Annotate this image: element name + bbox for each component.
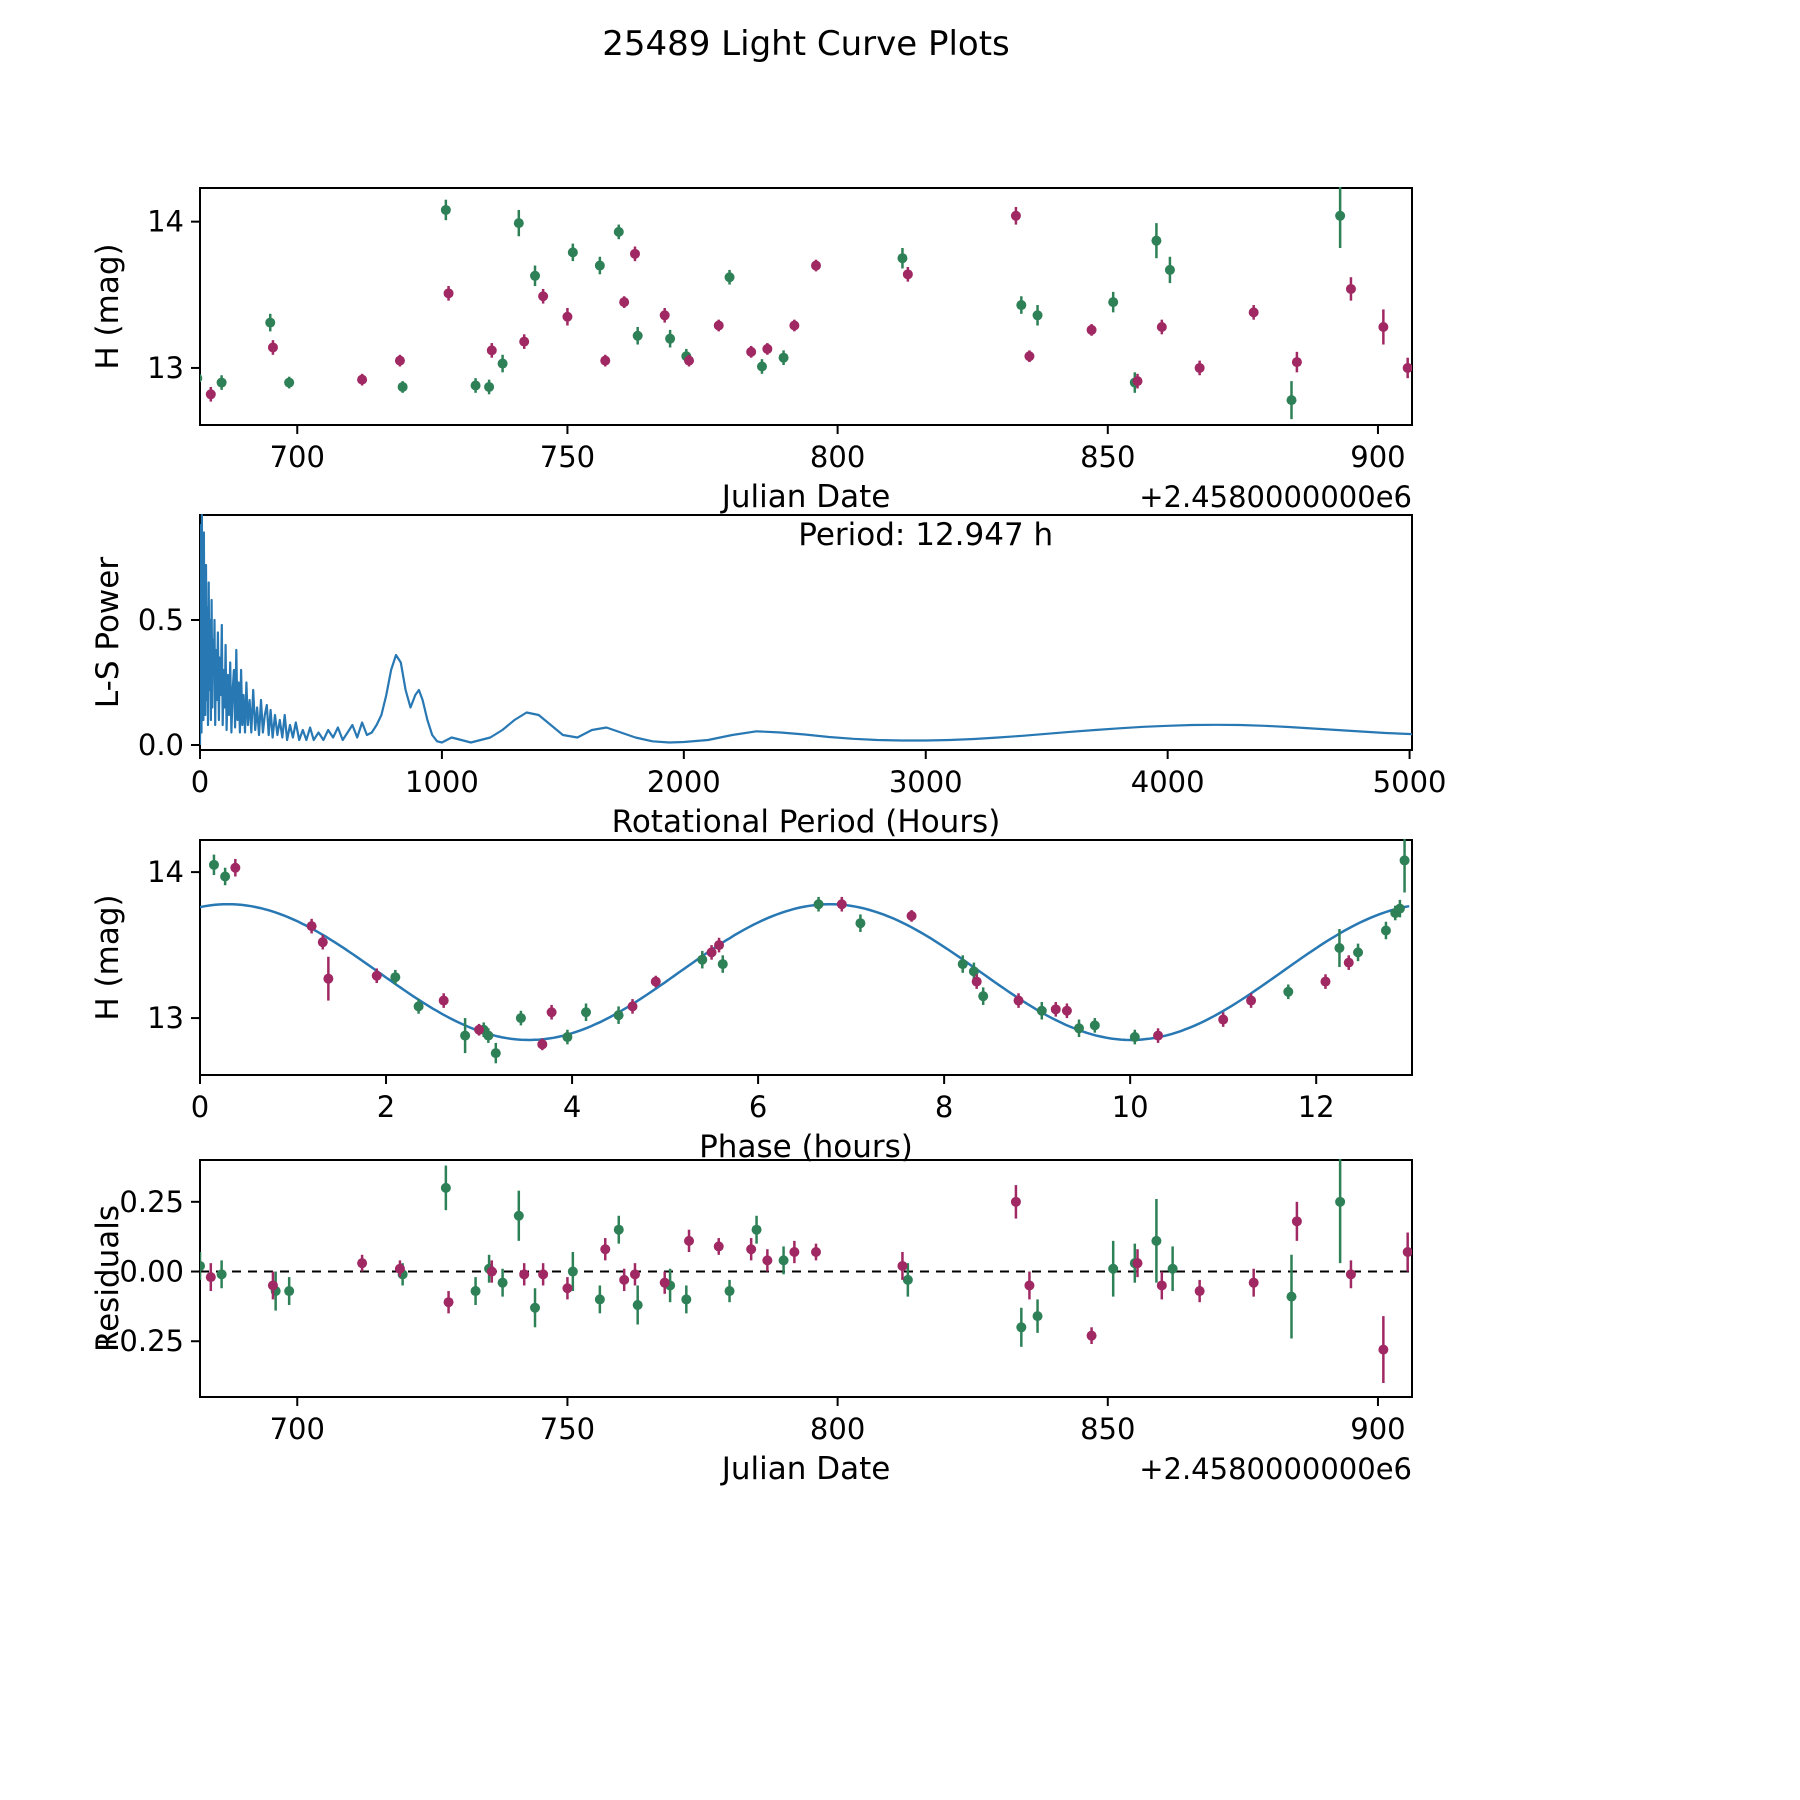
svg-text:Julian Date: Julian Date (720, 479, 891, 515)
svg-text:900: 900 (1350, 440, 1405, 474)
svg-text:800: 800 (810, 1412, 865, 1446)
svg-text:700: 700 (270, 440, 325, 474)
svg-text:6: 6 (749, 1090, 767, 1124)
figure-title: 25489 Light Curve Plots (602, 24, 1010, 64)
svg-text:14: 14 (147, 855, 184, 889)
svg-text:Period: 12.947 h: Period: 12.947 h (798, 517, 1053, 553)
svg-text:12: 12 (1298, 1090, 1335, 1124)
svg-text:700: 700 (270, 1412, 325, 1446)
svg-text:0: 0 (191, 1090, 209, 1124)
svg-text:2000: 2000 (647, 765, 721, 799)
svg-text:800: 800 (810, 440, 865, 474)
svg-text:4: 4 (563, 1090, 581, 1124)
svg-text:8: 8 (935, 1090, 953, 1124)
svg-text:0.00: 0.00 (119, 1255, 184, 1289)
panel-residuals: 700 750 800 850 900 −0.25 0.00 0.25 Julian Date +… (90, 1159, 1413, 1487)
svg-text:5000: 5000 (1373, 765, 1447, 799)
svg-text:750: 750 (540, 1412, 595, 1446)
svg-text:Julian Date: Julian Date (720, 1451, 891, 1487)
svg-text:−0.25: −0.25 (95, 1324, 184, 1358)
svg-text:3000: 3000 (889, 765, 963, 799)
svg-text:0.25: 0.25 (119, 1185, 184, 1219)
svg-text:850: 850 (1080, 1412, 1135, 1446)
svg-text:750: 750 (540, 440, 595, 474)
svg-text:0.0: 0.0 (138, 728, 184, 762)
svg-text:0.5: 0.5 (138, 603, 184, 637)
svg-text:850: 850 (1080, 440, 1135, 474)
svg-text:900: 900 (1350, 1412, 1405, 1446)
panel-lightcurve: 700 750 800 850 900 13 14 Julian Date +2.4580000… (90, 187, 1413, 515)
svg-text:13: 13 (147, 351, 184, 385)
svg-text:L-S Power: L-S Power (90, 557, 126, 708)
svg-text:4000: 4000 (1131, 765, 1205, 799)
svg-text:Residuals: Residuals (90, 1205, 126, 1352)
svg-text:0: 0 (191, 765, 209, 799)
svg-text:H (mag): H (mag) (90, 243, 126, 369)
panel-periodogram: 0 1000 2000 3000 4000 5000 0.0 0.5 Rotational Pe… (90, 514, 1447, 840)
svg-text:+2.4580000000e6: +2.4580000000e6 (1139, 480, 1412, 514)
svg-text:2: 2 (377, 1090, 395, 1124)
svg-text:13: 13 (147, 1001, 184, 1035)
svg-text:H (mag): H (mag) (90, 894, 126, 1020)
svg-text:1000: 1000 (405, 765, 479, 799)
svg-text:+2.4580000000e6: +2.4580000000e6 (1139, 1452, 1412, 1486)
svg-text:14: 14 (147, 205, 184, 239)
svg-text:Rotational Period (Hours): Rotational Period (Hours) (612, 804, 1001, 840)
svg-text:10: 10 (1112, 1090, 1149, 1124)
